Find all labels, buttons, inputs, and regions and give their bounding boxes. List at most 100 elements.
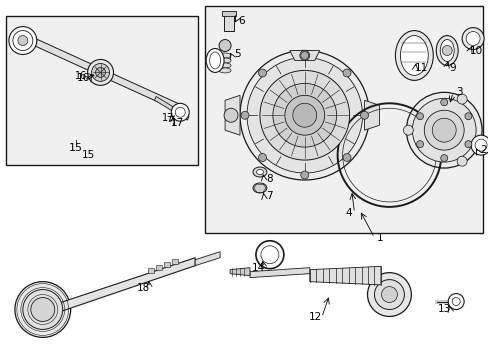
Polygon shape xyxy=(229,268,249,276)
Circle shape xyxy=(240,50,369,180)
Circle shape xyxy=(23,289,62,329)
Polygon shape xyxy=(164,262,170,267)
Ellipse shape xyxy=(252,183,266,193)
Polygon shape xyxy=(61,258,195,311)
Circle shape xyxy=(15,282,71,337)
Circle shape xyxy=(246,58,362,173)
Circle shape xyxy=(470,135,488,155)
Circle shape xyxy=(9,27,37,54)
Text: 3: 3 xyxy=(455,87,462,97)
Circle shape xyxy=(411,98,475,162)
Text: 5: 5 xyxy=(233,49,240,59)
Text: 16: 16 xyxy=(77,73,90,84)
Circle shape xyxy=(272,84,336,147)
Ellipse shape xyxy=(252,167,266,177)
Bar xyxy=(6,15,198,165)
Circle shape xyxy=(456,94,466,104)
Ellipse shape xyxy=(219,58,230,63)
Circle shape xyxy=(406,92,481,168)
Circle shape xyxy=(292,103,316,127)
Circle shape xyxy=(95,67,105,77)
Circle shape xyxy=(18,36,28,45)
Ellipse shape xyxy=(435,36,457,66)
Text: 15: 15 xyxy=(68,143,82,153)
Circle shape xyxy=(343,69,350,77)
Ellipse shape xyxy=(395,31,432,80)
Circle shape xyxy=(440,154,447,162)
Text: 15: 15 xyxy=(82,150,95,160)
Text: 1: 1 xyxy=(376,233,383,243)
Ellipse shape xyxy=(209,52,220,69)
Ellipse shape xyxy=(400,36,427,75)
Text: 17: 17 xyxy=(170,118,183,128)
Polygon shape xyxy=(156,265,162,270)
Circle shape xyxy=(367,273,410,316)
Circle shape xyxy=(300,51,308,59)
Polygon shape xyxy=(289,50,319,60)
Circle shape xyxy=(464,113,471,120)
Circle shape xyxy=(464,141,471,148)
Bar xyxy=(205,6,482,233)
Circle shape xyxy=(431,118,455,142)
Circle shape xyxy=(374,280,404,310)
Circle shape xyxy=(456,156,466,166)
Circle shape xyxy=(175,107,185,117)
Polygon shape xyxy=(224,95,240,135)
Circle shape xyxy=(87,59,113,85)
Circle shape xyxy=(403,125,412,135)
Ellipse shape xyxy=(256,170,263,175)
Polygon shape xyxy=(154,96,189,120)
Circle shape xyxy=(13,31,33,50)
Circle shape xyxy=(258,153,266,162)
Circle shape xyxy=(465,32,479,45)
Circle shape xyxy=(224,108,238,122)
Text: 9: 9 xyxy=(448,63,455,73)
Ellipse shape xyxy=(219,68,230,73)
Circle shape xyxy=(219,40,230,51)
Ellipse shape xyxy=(439,40,453,62)
Polygon shape xyxy=(195,252,220,266)
Bar xyxy=(222,11,236,15)
Polygon shape xyxy=(34,39,182,112)
Text: 12: 12 xyxy=(308,312,322,323)
Circle shape xyxy=(416,113,423,120)
Circle shape xyxy=(451,298,459,306)
Circle shape xyxy=(300,171,308,179)
Circle shape xyxy=(31,298,55,321)
Circle shape xyxy=(381,287,397,302)
Circle shape xyxy=(461,28,483,50)
Text: 16: 16 xyxy=(74,71,86,81)
Circle shape xyxy=(285,95,324,135)
Text: 17: 17 xyxy=(162,113,174,123)
Circle shape xyxy=(440,99,447,106)
Text: 14: 14 xyxy=(251,263,264,273)
Polygon shape xyxy=(249,268,309,278)
Ellipse shape xyxy=(206,49,224,72)
Circle shape xyxy=(241,111,248,119)
Circle shape xyxy=(343,153,350,162)
Circle shape xyxy=(474,139,486,151)
Polygon shape xyxy=(148,268,154,273)
Circle shape xyxy=(258,69,266,77)
Bar xyxy=(224,13,234,31)
Polygon shape xyxy=(364,100,379,130)
Text: 7: 7 xyxy=(266,191,273,201)
Text: 10: 10 xyxy=(468,45,482,55)
Text: 18: 18 xyxy=(137,283,150,293)
Circle shape xyxy=(447,293,463,310)
Text: 11: 11 xyxy=(414,63,427,73)
Ellipse shape xyxy=(219,63,230,68)
Circle shape xyxy=(424,110,463,150)
Circle shape xyxy=(260,71,349,160)
Circle shape xyxy=(416,141,423,148)
Text: 13: 13 xyxy=(437,305,450,315)
Text: 2: 2 xyxy=(479,145,486,155)
Circle shape xyxy=(360,111,368,119)
Circle shape xyxy=(171,103,189,121)
Ellipse shape xyxy=(219,53,230,58)
Text: 8: 8 xyxy=(266,174,273,184)
Polygon shape xyxy=(172,259,178,264)
Text: 4: 4 xyxy=(345,208,351,218)
Polygon shape xyxy=(309,266,380,285)
Circle shape xyxy=(91,63,109,81)
